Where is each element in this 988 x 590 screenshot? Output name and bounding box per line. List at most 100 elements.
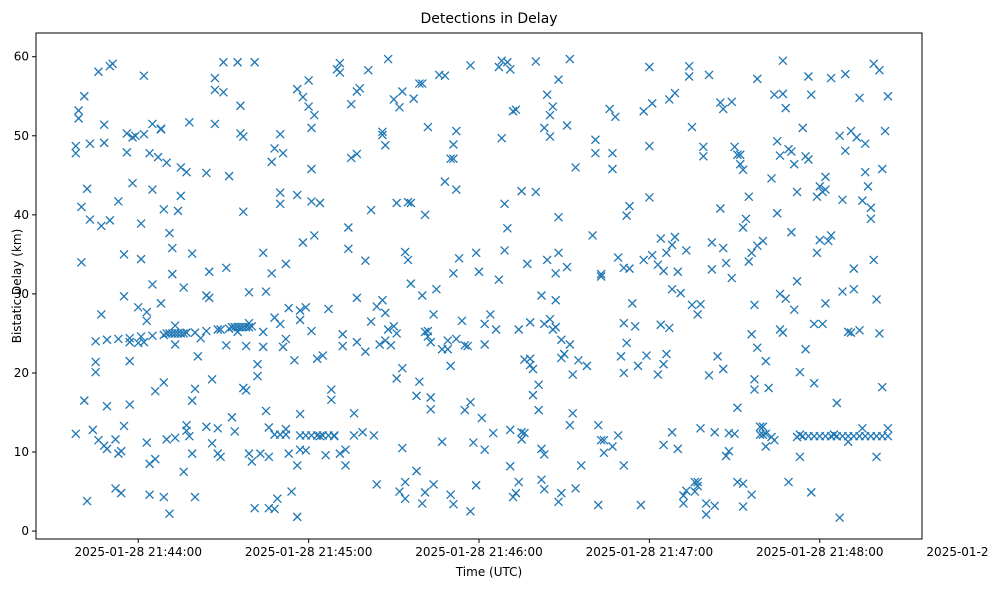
data-point [207,374,217,384]
data-point [184,431,194,441]
data-point [386,340,396,350]
data-point [108,59,118,69]
data-point [860,139,870,149]
data-point [718,104,728,114]
data-point [852,132,862,142]
data-point [281,424,291,434]
data-point [96,310,106,319]
data-point [258,342,268,352]
data-point [758,236,768,246]
data-point [267,157,277,167]
data-point [537,475,546,485]
data-point [366,317,376,327]
data-point [306,326,316,336]
data-point [437,437,447,447]
data-point [79,396,89,406]
data-point [704,370,714,380]
data-point [741,214,751,224]
data-point [162,434,172,444]
data-point [554,212,563,222]
data-point [281,259,291,269]
data-point [207,438,217,448]
data-point [420,487,430,497]
data-point [727,273,737,283]
data-point [531,57,541,66]
data-point [244,322,254,332]
data-point [318,351,328,361]
data-point [539,319,549,329]
data-point [111,434,120,444]
data-point [803,72,813,81]
data-point [176,162,186,172]
data-point [420,327,430,337]
data-point [258,248,268,258]
data-point [659,266,669,276]
data-point [429,479,439,489]
data-point [738,479,748,489]
data-point [761,442,771,451]
data-point [517,434,527,444]
y-axis-label: Bistatic Delay (km) [10,229,24,344]
data-point [113,196,123,206]
data-point [525,360,535,370]
data-point [622,338,632,348]
data-point [397,443,407,453]
data-point [165,509,174,519]
data-point [792,187,802,197]
data-point [698,142,708,152]
data-point [400,247,410,257]
data-point [278,148,288,158]
data-point [752,74,762,84]
data-point [812,248,822,258]
data-point [292,461,302,470]
data-point [102,401,112,411]
data-point [806,90,816,100]
data-point [403,255,413,265]
data-point [545,110,555,120]
chart-title: Detections in Delay [420,11,557,27]
data-point [795,430,805,440]
data-point [877,382,887,392]
data-point [545,132,555,142]
y-tick-label: 0 [21,524,29,538]
data-point [866,214,876,224]
data-point [880,126,890,136]
data-point [389,94,399,104]
data-point [466,397,475,407]
data-point [823,236,833,246]
data-point [298,238,308,247]
data-point [417,498,427,508]
data-point [494,275,504,285]
data-point [190,384,200,394]
data-point [244,318,254,328]
data-point [818,319,828,329]
data-point [815,181,825,191]
data-point [681,486,691,496]
data-point [647,98,657,108]
data-point [287,487,297,497]
data-point [576,461,586,470]
data-point [593,500,603,510]
data-point [659,359,669,369]
data-point [255,449,265,459]
data-point [715,204,725,213]
data-point [747,329,757,339]
data-point [528,364,538,374]
data-point [775,289,785,299]
data-point [363,65,373,75]
data-point [451,334,461,344]
data-point [471,480,481,490]
data-point [227,412,237,422]
data-point [412,391,421,401]
data-point [221,340,231,350]
data-point [653,370,663,380]
data-point [74,106,84,115]
data-point [165,328,174,338]
data-point [159,492,169,502]
data-point [74,113,84,123]
data-point [218,57,228,67]
data-point [448,268,458,278]
data-point [644,62,654,72]
data-point [670,88,680,98]
